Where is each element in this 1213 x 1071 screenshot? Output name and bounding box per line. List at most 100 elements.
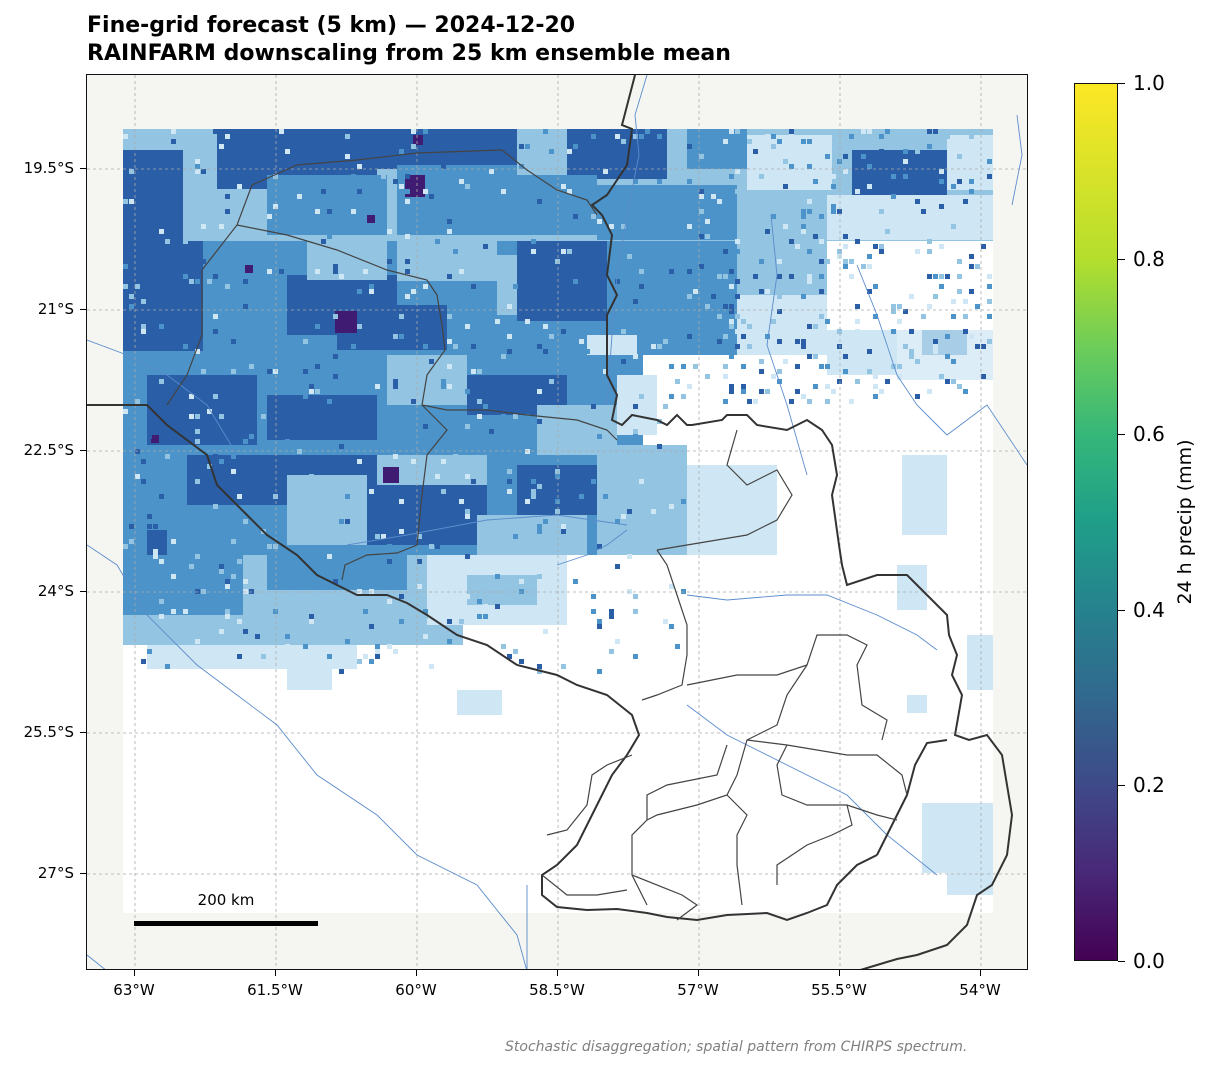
precip-speckle-cell: [903, 174, 908, 179]
precip-speckle-cell: [537, 529, 542, 534]
precip-speckle-cell: [465, 509, 470, 514]
precip-speckle-cell: [957, 154, 962, 159]
precip-speckle-cell: [531, 524, 536, 529]
precip-speckle-cell: [207, 409, 212, 414]
colorbar-tick-mark: [1118, 610, 1125, 611]
precip-speckle-cell: [429, 664, 434, 669]
precip-speckle-cell: [567, 149, 572, 154]
precip-speckle-cell: [651, 164, 656, 169]
precip-speckle-cell: [357, 189, 362, 194]
precip-speckle-cell: [249, 364, 254, 369]
precip-speckle-cell: [837, 249, 842, 254]
precip-speckle-cell: [441, 164, 446, 169]
precip-speckle-cell: [741, 139, 746, 144]
precip-speckle-cell: [867, 369, 872, 374]
precip-speckle-cell: [207, 464, 212, 469]
precip-speckle-cell: [447, 229, 452, 234]
precip-speckle-cell: [765, 134, 770, 139]
precip-speckle-cell: [945, 379, 950, 384]
precip-speckle-cell: [195, 414, 200, 419]
precip-speckle-cell: [927, 144, 932, 149]
precip-speckle-cell: [123, 284, 128, 289]
precip-speckle-cell: [777, 294, 782, 299]
lon-label: 61.5°W: [247, 981, 303, 999]
precip-speckle-cell: [687, 254, 692, 259]
precip-speckle-cell: [873, 244, 878, 249]
precip-speckle-cell: [231, 574, 236, 579]
precip-speckle-cell: [879, 249, 884, 254]
precip-speckle-cell: [687, 334, 692, 339]
colorbar-tick-mark: [1118, 434, 1125, 435]
precip-speckle-cell: [165, 189, 170, 194]
precip-cell: [827, 195, 993, 240]
precip-speckle-cell: [579, 494, 584, 499]
precip-speckle-cell: [465, 554, 470, 559]
precip-speckle-cell: [609, 614, 614, 619]
precip-speckle-cell: [531, 479, 536, 484]
precip-speckle-cell: [561, 524, 566, 529]
precip-cell: [897, 565, 927, 610]
precip-speckle-cell: [633, 179, 638, 184]
precip-speckle-cell: [615, 279, 620, 284]
precip-speckle-cell: [591, 134, 596, 139]
precip-speckle-cell: [633, 434, 638, 439]
lon-label: 60°W: [395, 981, 437, 999]
precip-speckle-cell: [399, 314, 404, 319]
precip-speckle-cell: [213, 419, 218, 424]
precip-speckle-cell: [831, 209, 836, 214]
precip-speckle-cell: [129, 169, 134, 174]
precip-speckle-cell: [933, 129, 938, 134]
lat-label: 25.5°S: [23, 723, 74, 741]
precip-speckle-cell: [393, 379, 398, 384]
precip-speckle-cell: [843, 259, 848, 264]
precip-speckle-cell: [201, 169, 206, 174]
precip-speckle-cell: [399, 184, 404, 189]
precip-speckle-cell: [687, 144, 692, 149]
precip-speckle-cell: [369, 289, 374, 294]
precip-speckle-cell: [387, 644, 392, 649]
precip-speckle-cell: [369, 489, 374, 494]
precip-speckle-cell: [231, 369, 236, 374]
precip-speckle-cell: [315, 244, 320, 249]
precip-speckle-cell: [459, 524, 464, 529]
precip-speckle-cell: [873, 374, 878, 379]
precip-speckle-cell: [687, 189, 692, 194]
lat-tick-mark: [80, 450, 86, 451]
lon-label: 54°W: [959, 981, 1001, 999]
precip-speckle-cell: [675, 379, 680, 384]
precip-speckle-cell: [939, 204, 944, 209]
precip-speckle-cell: [423, 634, 428, 639]
precip-cell: [597, 445, 687, 555]
precip-speckle-cell: [387, 559, 392, 564]
precip-speckle-cell: [159, 494, 164, 499]
precip-speckle-cell: [195, 169, 200, 174]
precip-speckle-cell: [477, 399, 482, 404]
precip-speckle-cell: [837, 254, 842, 259]
precip-speckle-cell: [471, 479, 476, 484]
precip-speckle-cell: [345, 519, 350, 524]
lon-tick-mark: [980, 970, 981, 976]
precip-speckle-cell: [447, 249, 452, 254]
precip-speckle-cell: [213, 454, 218, 459]
precip-speckle-cell: [129, 129, 134, 134]
precip-speckle-cell: [687, 304, 692, 309]
precip-speckle-cell: [909, 294, 914, 299]
precip-speckle-cell: [831, 389, 836, 394]
precip-speckle-cell: [597, 544, 602, 549]
precip-speckle-cell: [525, 319, 530, 324]
precip-speckle-cell: [171, 129, 176, 134]
precip-speckle-cell: [303, 644, 308, 649]
precip-speckle-cell: [279, 269, 284, 274]
precip-speckle-cell: [723, 364, 728, 369]
precip-speckle-cell: [699, 194, 704, 199]
precip-speckle-cell: [573, 264, 578, 269]
precip-speckle-cell: [411, 459, 416, 464]
map-panel[interactable]: [86, 74, 1028, 970]
precip-speckle-cell: [813, 239, 818, 244]
precip-speckle-cell: [561, 184, 566, 189]
precip-speckle-cell: [279, 209, 284, 214]
map-canvas[interactable]: [87, 75, 1028, 970]
precip-speckle-cell: [591, 609, 596, 614]
precip-speckle-cell: [393, 334, 398, 339]
precip-speckle-cell: [825, 399, 830, 404]
